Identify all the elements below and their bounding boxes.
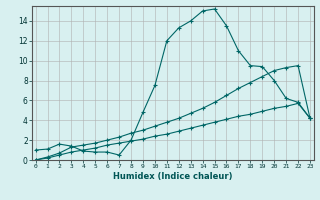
X-axis label: Humidex (Indice chaleur): Humidex (Indice chaleur) — [113, 172, 233, 181]
